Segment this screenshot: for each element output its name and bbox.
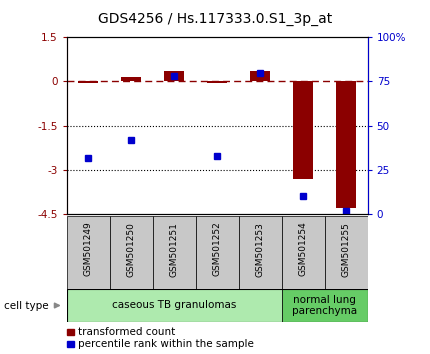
Bar	[250, 71, 270, 81]
Bar	[196, 216, 239, 289]
Bar	[67, 289, 282, 322]
Text: GSM501251: GSM501251	[170, 222, 178, 276]
Text: cell type: cell type	[4, 301, 49, 311]
Bar	[67, 329, 74, 335]
Text: GSM501254: GSM501254	[299, 222, 307, 276]
Bar	[122, 77, 141, 81]
Text: GSM501249: GSM501249	[84, 222, 92, 276]
Bar	[282, 289, 368, 322]
Text: GDS4256 / Hs.117333.0.S1_3p_at: GDS4256 / Hs.117333.0.S1_3p_at	[98, 12, 332, 27]
Text: GSM501255: GSM501255	[342, 222, 350, 276]
Text: percentile rank within the sample: percentile rank within the sample	[78, 339, 254, 349]
Bar	[282, 216, 325, 289]
Bar	[239, 216, 282, 289]
Bar	[293, 81, 313, 179]
Bar	[208, 81, 227, 83]
Text: GSM501253: GSM501253	[256, 222, 264, 276]
Bar	[153, 216, 196, 289]
Text: normal lung
parenchyma: normal lung parenchyma	[292, 295, 357, 316]
Text: caseous TB granulomas: caseous TB granulomas	[112, 300, 236, 310]
Text: GSM501252: GSM501252	[213, 222, 221, 276]
Bar	[79, 81, 98, 84]
Text: GSM501250: GSM501250	[127, 222, 135, 276]
Bar	[325, 216, 368, 289]
Bar	[165, 71, 184, 81]
Bar	[67, 216, 110, 289]
Text: transformed count: transformed count	[78, 327, 175, 337]
Bar	[110, 216, 153, 289]
Bar	[67, 341, 74, 347]
Bar	[337, 81, 356, 208]
